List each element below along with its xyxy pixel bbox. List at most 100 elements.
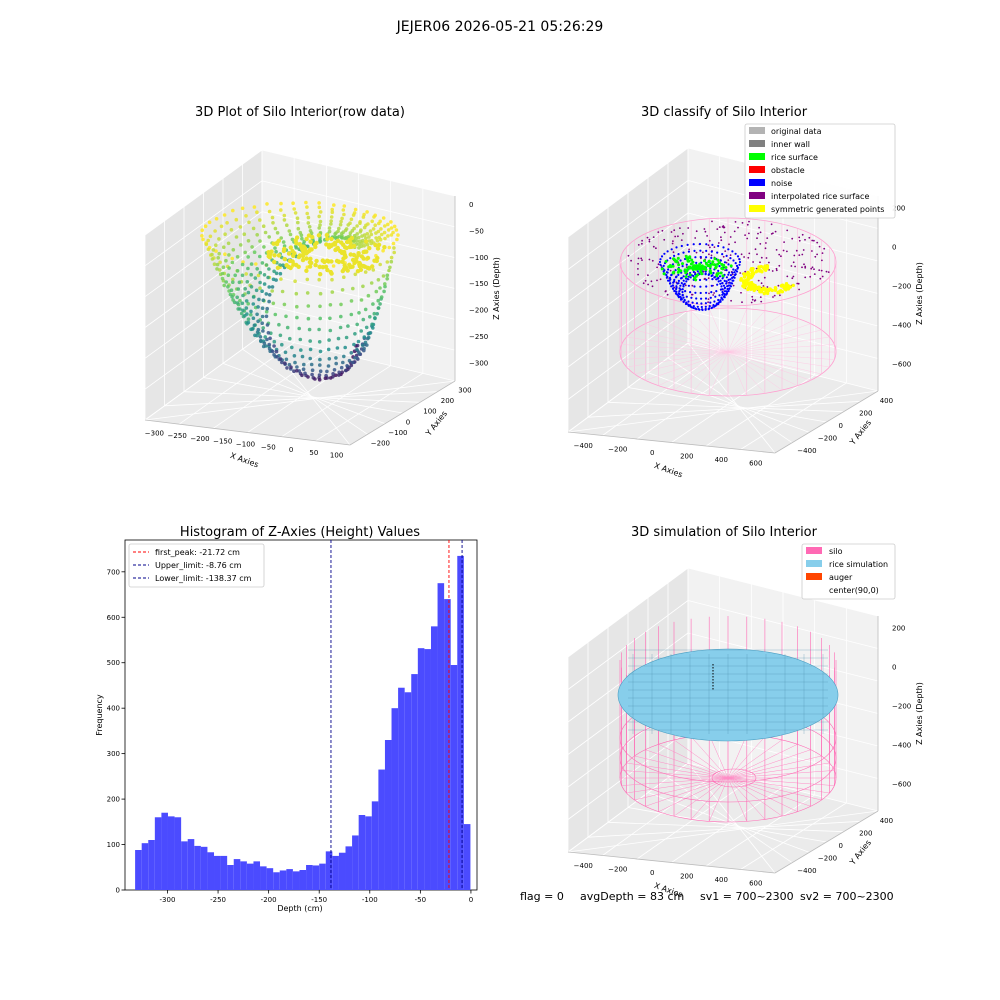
grid-line <box>667 357 793 443</box>
data-point <box>270 289 275 293</box>
interpolated-point <box>757 279 760 282</box>
noise-point <box>659 263 662 266</box>
data-point <box>314 258 319 264</box>
noise-point <box>719 279 722 282</box>
data-point <box>296 254 302 260</box>
interpolated-point <box>679 227 681 230</box>
histogram-bar <box>233 859 241 890</box>
data-point <box>255 233 259 237</box>
noise-point <box>704 305 707 308</box>
data-point <box>389 220 393 224</box>
noise-point <box>698 242 702 246</box>
interpolated-point <box>791 277 794 280</box>
data-point <box>292 354 297 358</box>
noise-point <box>710 306 713 310</box>
silo-line <box>727 777 783 817</box>
interpolated-point <box>741 301 743 304</box>
noise-point <box>672 287 675 290</box>
data-point <box>366 266 372 271</box>
noise-point <box>699 291 702 295</box>
silo-line <box>673 313 729 353</box>
noise-point <box>682 279 685 282</box>
data-point <box>318 291 323 296</box>
rice-surface-point <box>674 259 678 263</box>
noise-point <box>698 278 702 282</box>
noise-point <box>726 285 729 288</box>
interpolated-point <box>748 252 751 255</box>
y-tick-label: 200 <box>859 410 872 418</box>
interpolated-point <box>663 238 666 241</box>
x-tick-label: −200 <box>608 865 627 873</box>
data-point <box>284 357 289 362</box>
rice-surface-point <box>676 270 680 274</box>
histogram-bar <box>365 816 372 890</box>
data-point <box>273 226 278 231</box>
interpolated-point <box>772 296 774 298</box>
grid-line <box>183 391 421 403</box>
data-point <box>210 252 214 257</box>
interpolated-point <box>718 226 721 229</box>
data-point <box>389 226 394 230</box>
data-point <box>349 217 354 222</box>
noise-point <box>692 270 695 273</box>
data-point <box>366 335 371 340</box>
data-point <box>317 277 322 282</box>
data-point <box>329 219 334 223</box>
data-point <box>307 264 313 269</box>
data-point <box>385 277 390 281</box>
axis-edge <box>144 419 351 446</box>
noise-point <box>734 262 737 265</box>
silo-line <box>621 777 729 786</box>
noise-point <box>723 279 726 282</box>
data-point <box>334 247 339 252</box>
interpolated-point <box>801 266 803 269</box>
histogram-bar <box>306 865 313 890</box>
noise-point <box>728 281 731 284</box>
data-point <box>349 299 354 303</box>
data-point <box>364 239 369 244</box>
interpolated-point <box>655 247 657 250</box>
axis-edge <box>774 390 879 454</box>
interpolated-point <box>664 290 667 293</box>
data-point <box>224 258 228 263</box>
data-point <box>391 241 396 246</box>
histogram-bar <box>325 851 333 890</box>
noise-point <box>673 289 676 293</box>
interpolated-point <box>641 239 643 242</box>
legend-frame <box>801 543 896 600</box>
data-point <box>213 229 217 233</box>
data-point <box>378 302 382 306</box>
interpolated-point <box>813 239 815 242</box>
data-point <box>272 259 277 265</box>
symmetric-point <box>762 267 767 271</box>
data-point <box>291 253 296 258</box>
legend-swatch <box>749 205 765 212</box>
silo-line <box>634 755 729 779</box>
noise-point <box>677 279 681 282</box>
data-point <box>309 247 314 252</box>
data-point <box>370 219 375 224</box>
data-point <box>214 243 218 247</box>
silo-line <box>727 351 783 391</box>
data-point <box>374 231 378 235</box>
data-point <box>279 277 283 281</box>
legend-label: rice surface <box>771 153 818 162</box>
data-point <box>258 270 263 275</box>
noise-point <box>673 254 676 257</box>
silo-line <box>626 777 729 794</box>
noise-point <box>693 285 696 288</box>
noise-point <box>668 276 672 279</box>
data-point <box>370 322 374 327</box>
grid-line <box>144 303 263 390</box>
data-point <box>299 246 304 251</box>
grid-line <box>587 820 861 838</box>
rice-surface-point <box>720 262 724 266</box>
data-point <box>308 347 313 352</box>
legend-swatch <box>749 192 765 199</box>
data-point <box>362 335 367 339</box>
data-point <box>300 257 306 263</box>
noise-point <box>709 296 712 299</box>
data-point <box>220 276 225 281</box>
interpolated-point <box>823 247 826 250</box>
data-point <box>328 328 333 333</box>
